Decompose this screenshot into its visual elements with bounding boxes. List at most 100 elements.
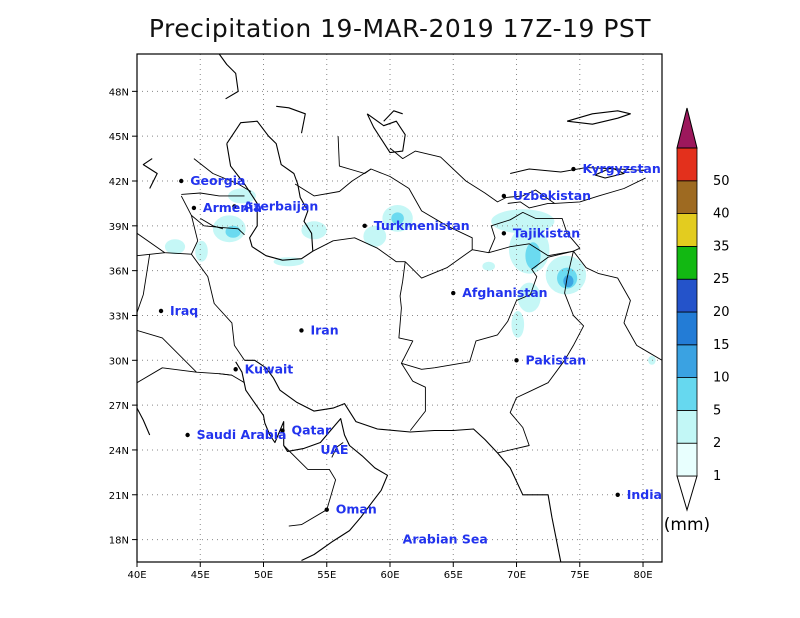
place-dot-azerbaijan	[232, 204, 237, 209]
place-label-kuwait: Kuwait	[245, 361, 294, 376]
country-border-9	[219, 373, 245, 384]
coastline-7	[566, 110, 631, 125]
country-border-18	[337, 136, 372, 174]
country-border-7	[137, 329, 232, 376]
country-border-13	[401, 363, 426, 431]
precip-area-17	[511, 311, 525, 338]
legend-label-10: 10	[713, 371, 730, 386]
country-border-25	[283, 445, 337, 527]
x-tick-label-40: 40E	[127, 570, 146, 581]
place-label-tajikistan: Tajikistan	[513, 225, 580, 240]
place-dot-uzbekistan	[501, 193, 507, 199]
x-tick-label-55: 55E	[317, 570, 336, 581]
place-dot-oman	[324, 507, 329, 512]
place-dot-iran	[299, 328, 304, 333]
y-tick-label-21: 21N	[109, 491, 129, 502]
legend-label-35: 35	[713, 239, 730, 254]
legend-label-2: 2	[713, 436, 721, 451]
x-tick-label-75: 75E	[570, 570, 589, 581]
precip-area-9	[391, 212, 404, 225]
country-border-14	[434, 250, 574, 369]
legend-unit-label: (mm)	[664, 515, 710, 535]
country-border-20	[488, 211, 581, 253]
country-border-24	[331, 442, 344, 458]
place-label-uzbekistan: Uzbekistan	[513, 188, 591, 203]
legend-label-20: 20	[713, 305, 730, 320]
precip-area-3	[164, 239, 186, 255]
legend-swatch-5	[676, 377, 698, 411]
precip-area-7	[363, 225, 387, 247]
legend-swatch-10	[676, 344, 698, 378]
place-label-turkmenistan: Turkmenistan	[374, 218, 470, 233]
place-dot-tajikistan	[501, 231, 507, 236]
place-label-afghanistan: Afghanistan	[462, 285, 547, 300]
y-tick-label-36: 36N	[109, 267, 129, 278]
y-tick-label-30: 30N	[109, 356, 129, 367]
legend-swatch-50	[676, 147, 698, 182]
country-border-1	[181, 192, 245, 197]
legend-under-triangle	[676, 475, 698, 512]
country-border-22	[554, 177, 646, 204]
place-dot-pakistan	[514, 358, 519, 363]
coastline-3	[226, 120, 314, 261]
country-border-5	[137, 252, 165, 257]
y-tick-label-45: 45N	[109, 132, 129, 143]
place-dot-kyrgyzstan	[571, 166, 576, 172]
precip-area-15	[563, 275, 574, 288]
x-tick-label-65: 65E	[444, 570, 463, 581]
place-label-saudi-arabia: Saudi Arabia	[197, 427, 287, 442]
y-tick-label-39: 39N	[109, 222, 129, 233]
country-border-26	[137, 367, 197, 384]
precip-area-16	[517, 282, 541, 313]
legend-swatch-20	[676, 278, 698, 313]
coastline-5	[366, 113, 406, 154]
legend-swatch-35	[676, 213, 698, 247]
coastline-8	[594, 167, 625, 179]
place-dot-kuwait	[233, 367, 238, 372]
y-tick-label-18: 18N	[109, 536, 129, 547]
precip-area-4	[195, 240, 208, 262]
country-border-0	[193, 158, 252, 192]
place-label-azerbaijan: Azerbaijan	[243, 198, 318, 213]
place-dot-qatar	[280, 428, 285, 433]
x-tick-label-60: 60E	[380, 570, 399, 581]
place-label-iraq: Iraq	[170, 303, 198, 318]
place-label-georgia: Georgia	[190, 173, 245, 188]
coastline-1	[235, 361, 389, 561]
legend-label-50: 50	[713, 174, 730, 189]
coastline-9	[142, 158, 158, 189]
place-dot-georgia	[179, 178, 184, 184]
place-dot-india	[615, 492, 620, 497]
country-border-15	[573, 250, 662, 361]
legend-swatch-15	[676, 311, 698, 346]
country-border-3	[200, 218, 224, 230]
country-border-16	[497, 251, 585, 454]
place-label-qatar: Qatar	[291, 423, 331, 438]
y-tick-label-33: 33N	[109, 311, 129, 322]
legend-label-25: 25	[713, 272, 730, 287]
x-tick-label-80: 80E	[634, 570, 653, 581]
place-label-armenia: Armenia	[203, 200, 262, 215]
place-label-iran: Iran	[310, 322, 338, 337]
country-border-21	[507, 201, 555, 209]
map-border-rect	[136, 53, 663, 563]
y-tick-label-24: 24N	[109, 446, 129, 457]
x-tick-label-70: 70E	[507, 570, 526, 581]
legend-label-5: 5	[713, 403, 721, 418]
legend-swatch-1	[676, 442, 698, 477]
coastline-6	[383, 110, 403, 122]
precip-area-10	[491, 209, 555, 234]
coastline-2	[137, 407, 151, 436]
country-border-19	[389, 147, 555, 204]
place-dot-saudi-arabia	[185, 432, 190, 438]
country-border-10	[312, 237, 406, 263]
place-label-arabian-sea: Arabian Sea	[403, 532, 488, 547]
coastline-0	[244, 359, 562, 562]
legend-swatch-40	[676, 180, 698, 215]
precip-area-19	[648, 355, 656, 365]
legend-label-40: 40	[713, 207, 730, 222]
place-dot-armenia	[191, 205, 197, 211]
coastline-10	[218, 54, 239, 100]
